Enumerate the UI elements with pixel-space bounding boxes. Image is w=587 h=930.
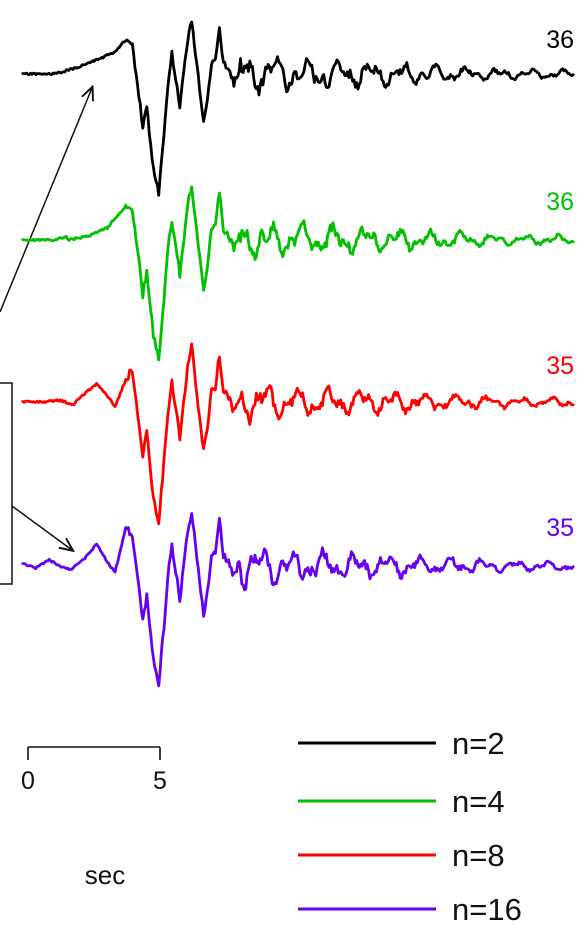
seismogram-traces — [21, 20, 575, 688]
legend: n=2 n=4 n=8 n=16 — [298, 726, 522, 927]
legend-label-n8: n=8 — [452, 838, 505, 873]
time-scale-bar: 0 5 sec — [21, 746, 167, 890]
peak-label-n4: 36 — [546, 188, 574, 216]
trace-n2 — [21, 20, 575, 197]
legend-label-n16: n=16 — [452, 892, 522, 927]
scale-tick-label-5: 5 — [153, 767, 167, 795]
trace-n4 — [21, 185, 575, 362]
legend-label-n2: n=2 — [452, 726, 505, 761]
annotation-arrow-lower — [11, 505, 72, 550]
annotation-box — [0, 382, 13, 585]
peak-label-n2: 36 — [546, 26, 574, 54]
legend-label-n4: n=4 — [452, 784, 505, 819]
peak-label-n8: 35 — [546, 352, 574, 380]
peak-label-n16: 35 — [546, 514, 574, 542]
scale-unit-label: sec — [85, 860, 125, 890]
scale-tick-label-0: 0 — [21, 767, 35, 795]
annotation-arrow-upper — [0, 88, 92, 313]
trace-n16 — [21, 512, 575, 688]
trace-n8 — [21, 342, 575, 526]
